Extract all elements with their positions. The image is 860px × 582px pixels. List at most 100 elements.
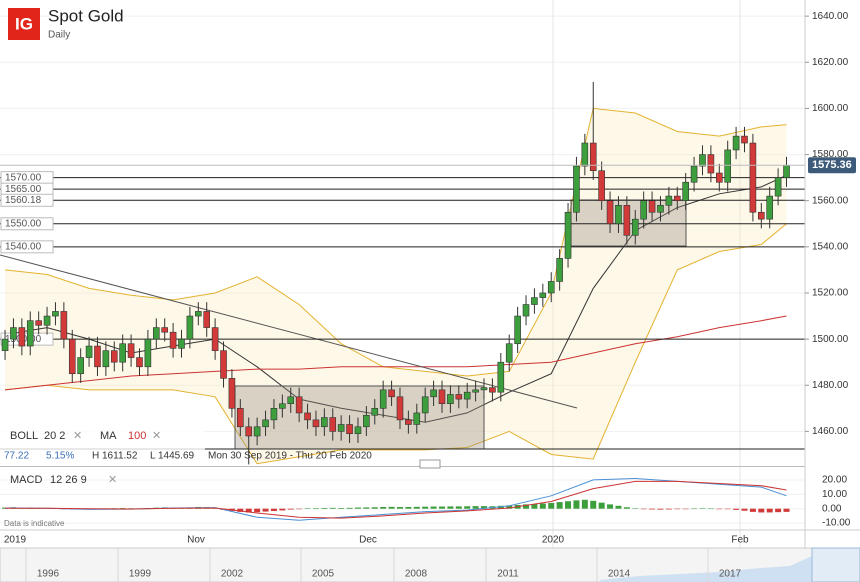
- candle-body: [657, 205, 664, 213]
- y-tick-label: 0.00: [822, 503, 842, 514]
- histogram-bar: [590, 500, 597, 509]
- y-tick-label: 1500.00: [812, 334, 849, 345]
- candle-body: [26, 320, 34, 347]
- candle-body: [766, 195, 774, 220]
- x-tick-label: Nov: [187, 535, 205, 546]
- y-tick-label: 1600.00: [812, 103, 849, 114]
- level-label-bg: [0, 240, 54, 254]
- candle-body: [640, 200, 647, 220]
- candle-body: [304, 412, 311, 421]
- trend-line: [0, 254, 578, 409]
- candle-body: [10, 327, 17, 340]
- y-tick-label: 1460.00: [812, 426, 849, 437]
- candle-body: [186, 315, 194, 340]
- candle-body: [522, 304, 530, 317]
- candle-body: [447, 394, 454, 405]
- histogram-bar: [758, 508, 765, 513]
- candle-body: [556, 258, 563, 282]
- histogram-bar: [380, 506, 387, 509]
- candle-body: [144, 338, 152, 368]
- price-axis: [805, 0, 860, 548]
- navigator-year: 2008: [405, 569, 428, 580]
- histogram-bar: [548, 502, 555, 509]
- histogram-bar: [707, 508, 714, 510]
- histogram-bar: [506, 505, 513, 509]
- histogram-bar: [665, 508, 672, 510]
- y-tick-label: 1540.00: [812, 241, 849, 252]
- histogram-bar: [405, 506, 412, 509]
- candle-body: [119, 343, 126, 363]
- candle-body: [43, 315, 51, 326]
- change: 77.22: [4, 451, 29, 462]
- histogram-bar: [657, 508, 664, 510]
- candle-body: [758, 211, 765, 220]
- last-price: 1575.36: [812, 159, 852, 171]
- candle-body: [329, 417, 337, 432]
- candle-body: [421, 396, 429, 414]
- histogram-bar: [329, 507, 336, 509]
- candle-body: [783, 164, 790, 178]
- navigator-years: 1996 1999 2002 2005 2008 2011 2014 2017: [25, 548, 742, 582]
- candle-body: [405, 419, 412, 425]
- histogram-bar: [455, 506, 462, 509]
- candle-body: [363, 414, 370, 428]
- candle-body: [152, 327, 160, 340]
- candle-body: [253, 426, 261, 437]
- indicator-params: 20 2: [44, 430, 65, 442]
- navigator-year: 2002: [221, 569, 244, 580]
- close-icon[interactable]: ✕: [108, 474, 117, 486]
- histogram-bar: [623, 507, 630, 509]
- pane-resize[interactable]: [419, 459, 441, 469]
- candle-body: [60, 311, 68, 340]
- pane-divider: [0, 466, 805, 467]
- histogram-bar: [523, 504, 530, 509]
- y-tick-label: -10.00: [822, 518, 851, 529]
- histogram-bar: [565, 501, 572, 509]
- candle-body: [648, 200, 656, 213]
- overlays: [4, 107, 787, 465]
- level-label: 1565.00: [5, 184, 42, 195]
- candle-body: [774, 177, 782, 197]
- candle-body: [321, 417, 328, 428]
- legend-bg: [0, 426, 205, 460]
- navigator-year: 2014: [608, 569, 631, 580]
- candle-body: [480, 387, 488, 391]
- note: Data is indicative: [4, 519, 65, 528]
- candle-body: [497, 361, 505, 393]
- candle-body: [262, 419, 269, 428]
- candle-body: [430, 389, 437, 398]
- candle-body: [699, 154, 706, 167]
- candle-body: [52, 311, 59, 317]
- title: Spot Gold: [48, 6, 124, 25]
- candle-body: [732, 135, 740, 151]
- candle-body: [237, 408, 244, 428]
- histogram-bar: [371, 507, 378, 509]
- y-tick-label: 1640.00: [812, 11, 849, 22]
- navigator-year: 2017: [719, 569, 742, 580]
- band-fill: [5, 108, 787, 464]
- close-icon[interactable]: ✕: [73, 430, 82, 442]
- y-tick-label: 1480.00: [812, 380, 849, 391]
- close-icon[interactable]: ✕: [152, 430, 161, 442]
- candle-body: [505, 343, 513, 363]
- candle-body: [85, 345, 93, 358]
- histogram-bar: [237, 508, 244, 512]
- histogram-bar: [539, 503, 546, 509]
- y-tick-label: 1520.00: [812, 288, 849, 299]
- x-tick-label: Feb: [731, 535, 749, 546]
- candle-body: [270, 408, 278, 421]
- candle-body: [455, 394, 463, 400]
- histogram-bar: [766, 508, 773, 513]
- histogram-bar: [607, 504, 614, 509]
- histogram-bar: [775, 508, 782, 513]
- y-tick-label: 20.00: [822, 475, 847, 486]
- navigator-window[interactable]: [811, 547, 860, 582]
- overlay-line: [4, 223, 787, 465]
- histogram-bar: [581, 499, 588, 509]
- candle-body: [489, 387, 496, 393]
- candle-body: [615, 205, 622, 225]
- candle-body: [178, 338, 185, 349]
- candle-body: [94, 345, 101, 368]
- candle-body: [371, 408, 379, 416]
- level-label: 1570.00: [5, 172, 42, 183]
